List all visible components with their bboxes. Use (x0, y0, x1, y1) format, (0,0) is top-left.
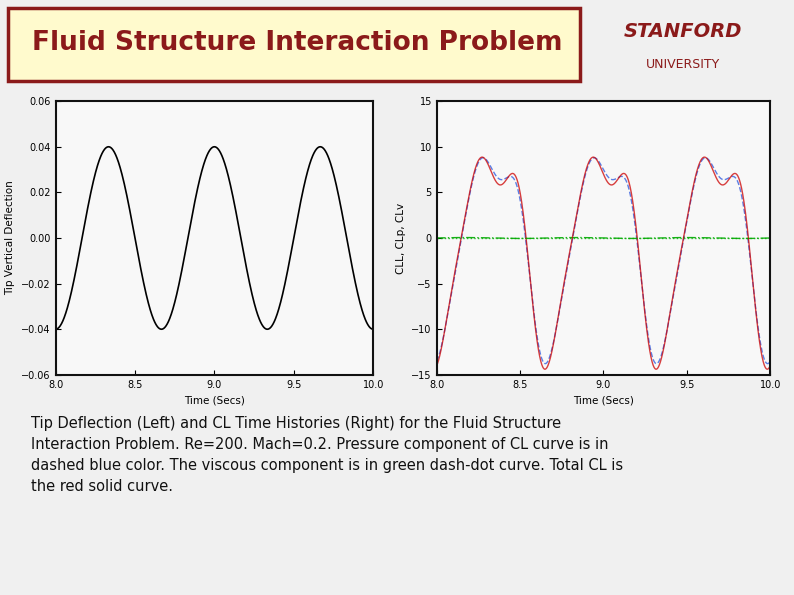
FancyBboxPatch shape (8, 8, 580, 81)
Text: Fluid Structure Interaction Problem: Fluid Structure Interaction Problem (33, 30, 563, 56)
Y-axis label: Tip Vertical Deflection: Tip Vertical Deflection (6, 181, 16, 295)
Text: UNIVERSITY: UNIVERSITY (646, 58, 720, 71)
X-axis label: Time (Secs): Time (Secs) (184, 395, 245, 405)
Y-axis label: CLL, CLp, CLv: CLL, CLp, CLv (395, 202, 406, 274)
Text: STANFORD: STANFORD (623, 22, 742, 40)
X-axis label: Time (Secs): Time (Secs) (573, 395, 634, 405)
Text: Tip Deflection (Left) and CL Time Histories (Right) for the Fluid Structure
Inte: Tip Deflection (Left) and CL Time Histor… (31, 416, 623, 494)
